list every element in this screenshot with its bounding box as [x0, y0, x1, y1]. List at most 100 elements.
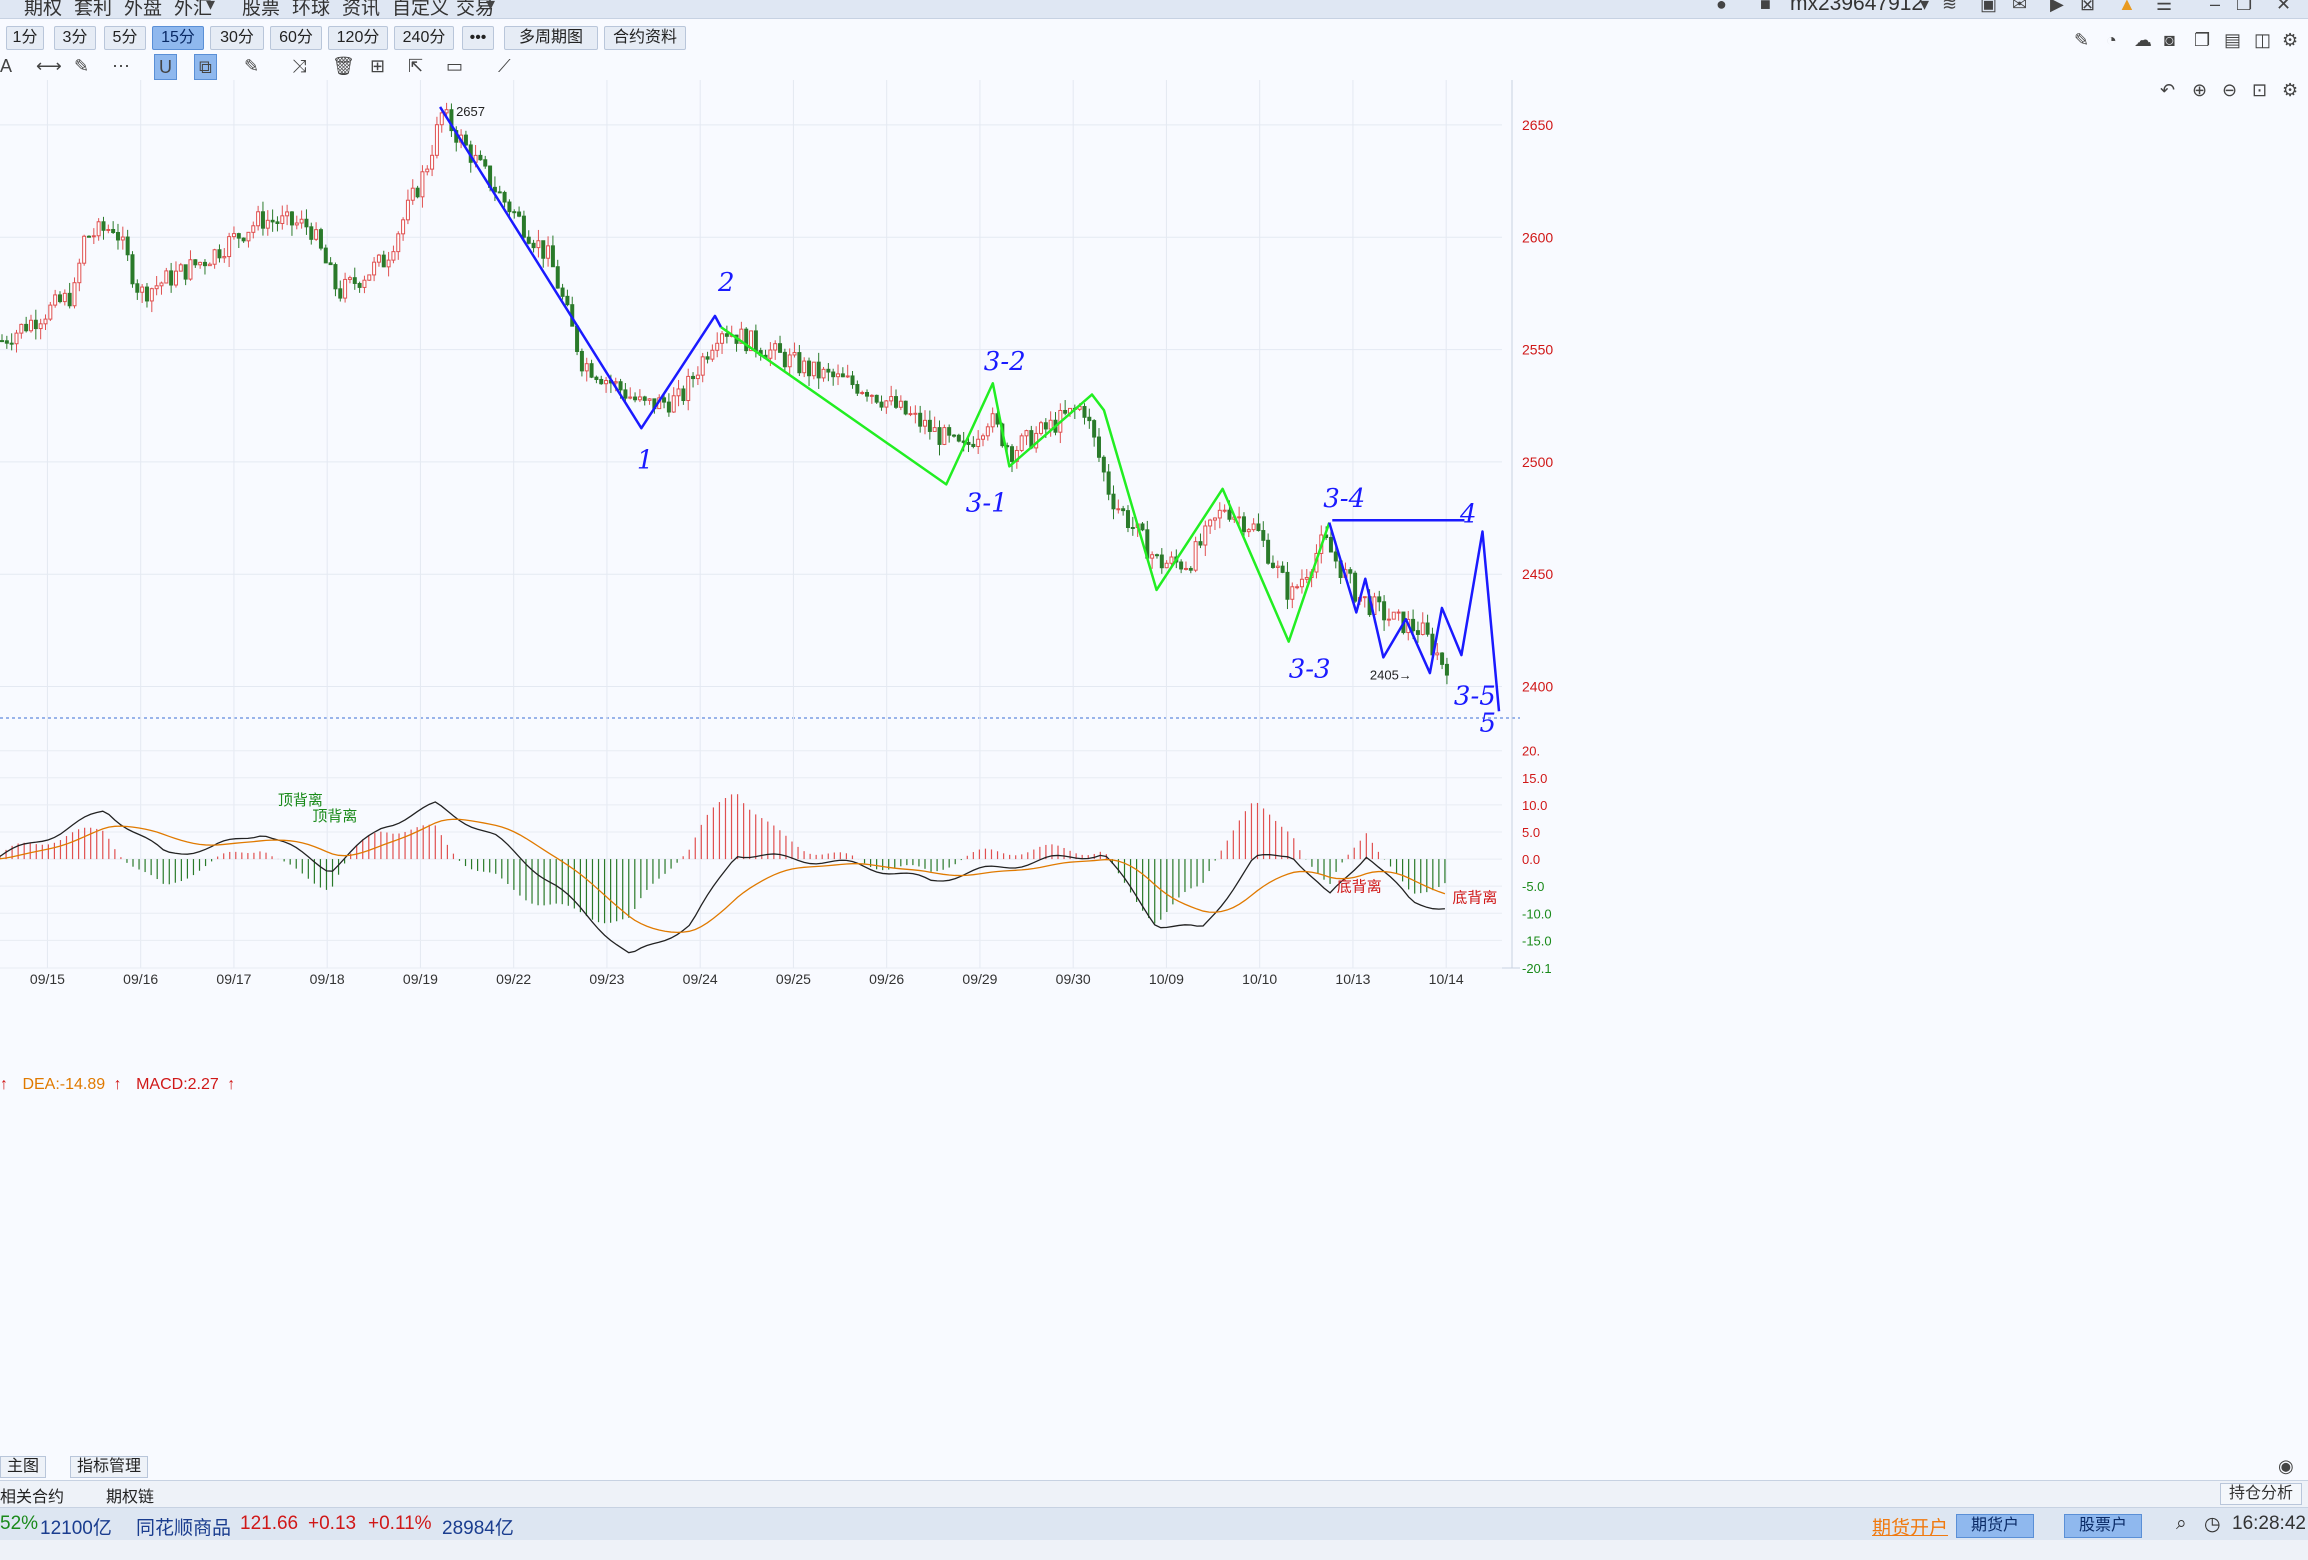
bell-icon[interactable]: ▲ — [2118, 0, 2136, 14]
indicator-management-tab[interactable]: 指标管理 — [70, 1456, 149, 1478]
candle-body — [149, 288, 154, 302]
wave-label: 1 — [637, 446, 654, 476]
period-3min[interactable]: 3分 — [54, 26, 96, 50]
candles — [0, 102, 1449, 685]
settings-icon[interactable]: ⚙ — [2282, 30, 2299, 50]
close-icon[interactable]: ✕ — [2276, 0, 2292, 14]
restore-icon[interactable]: ❐ — [2236, 0, 2253, 14]
candle-body — [1096, 436, 1101, 458]
candle-body — [628, 396, 633, 399]
close-box-icon[interactable]: ⊠ — [2080, 0, 2096, 14]
date-label: 10/09 — [1149, 971, 1184, 987]
price-tick-label: 2400 — [1522, 679, 1553, 695]
candle-body — [173, 270, 178, 286]
line-tool-icon[interactable]: ⟷ — [36, 56, 62, 76]
list-icon[interactable]: ☰ — [2156, 0, 2173, 14]
candle-body — [1415, 630, 1420, 635]
period-30min[interactable]: 30分 — [210, 26, 264, 50]
video-icon[interactable]: ▶ — [2050, 0, 2064, 14]
split-icon[interactable]: ◫ — [2254, 30, 2272, 50]
candle-body — [1411, 618, 1416, 632]
window-icon[interactable]: ▣ — [1980, 0, 1998, 14]
username[interactable]: mx239647912 — [1790, 0, 1924, 15]
zoom-in-icon[interactable]: ⊕ — [2192, 80, 2208, 100]
commodity-name[interactable]: 同花顺商品 — [136, 1518, 232, 1539]
candle-body — [1140, 523, 1145, 531]
pen-tool-icon[interactable]: ✎ — [74, 56, 90, 76]
layers-icon[interactable]: ≋ — [1942, 0, 1958, 14]
stock-account-button[interactable]: 股票户 — [2064, 1514, 2143, 1538]
brush-tool-icon[interactable]: ✎ — [244, 56, 260, 76]
layout-icon[interactable]: ▤ — [2224, 30, 2242, 50]
search-icon[interactable]: ⌕ — [2176, 1513, 2187, 1534]
undo-icon[interactable]: ↶ — [2160, 80, 2176, 100]
candle-body — [889, 396, 894, 402]
minimize-icon[interactable]: – — [2210, 0, 2221, 14]
menu-foreign-market[interactable]: 外盘 — [124, 0, 163, 19]
fit-icon[interactable]: ⊡ — [2252, 80, 2268, 100]
magnet-tool-icon[interactable]: U — [154, 54, 177, 80]
candle-body — [879, 401, 884, 408]
more-tools-icon[interactable]: ⋯ — [112, 56, 130, 76]
open-account-link[interactable]: 期货开户 — [1872, 1518, 1949, 1539]
robot-icon[interactable]: ● — [1716, 0, 1727, 14]
menu-news[interactable]: 资讯 — [342, 0, 381, 19]
period-5min[interactable]: 5分 — [104, 26, 146, 50]
cloud-icon[interactable]: ☁ — [2134, 30, 2152, 50]
period-60min[interactable]: 60分 — [270, 26, 322, 50]
candle-body — [1425, 622, 1430, 635]
candle-body — [372, 261, 377, 276]
more-periods-button[interactable]: ••• — [462, 26, 494, 50]
chart-settings-icon[interactable]: ⚙ — [2282, 80, 2299, 100]
wave-labels: 2657 2405→ 1 2 3-2 3-1 3-3 3-4 3-5 4 5 — [456, 104, 1496, 739]
comment-tool-icon[interactable]: ▭ — [446, 56, 464, 76]
zoom-out-icon[interactable]: ⊖ — [2222, 80, 2238, 100]
related-contracts-tab[interactable]: 相关合约 — [0, 1489, 65, 1506]
ruler-tool-icon[interactable]: ⟋ — [498, 56, 511, 76]
delete-tool-icon[interactable]: 🗑 — [332, 56, 355, 76]
forex-dropdown-icon[interactable]: ▾ — [206, 0, 216, 14]
edit-icon[interactable]: ✎ — [2074, 30, 2090, 50]
candle-body — [662, 397, 667, 403]
windows-icon[interactable]: ❐ — [2194, 30, 2211, 50]
grid — [0, 80, 1520, 969]
pin-icon[interactable]: ◉ — [2278, 1456, 2294, 1476]
grid-tool-icon[interactable]: ⊞ — [370, 56, 386, 76]
contract-info-button[interactable]: 合约资料 — [604, 26, 686, 50]
period-240min[interactable]: 240分 — [394, 26, 454, 50]
macd-value: MACD:2.27 — [136, 1076, 219, 1093]
position-analysis-button[interactable]: 持仓分析 — [2219, 1483, 2302, 1505]
menu-forex[interactable]: 外汇 — [174, 0, 213, 19]
text-tool-icon[interactable]: A — [0, 56, 13, 76]
alert-icon[interactable]: ◔ — [2106, 30, 2117, 50]
menu-custom[interactable]: 自定义 — [392, 0, 450, 19]
export-tool-icon[interactable]: ⇱ — [408, 56, 424, 76]
menu-arbitrage[interactable]: 套利 — [74, 0, 113, 19]
candle-body — [202, 261, 207, 267]
camera-icon[interactable]: ◙ — [2164, 30, 2175, 50]
menu-trade[interactable]: 交易 — [456, 0, 495, 19]
avatar-icon[interactable]: ■ — [1760, 0, 1771, 14]
copy-tool-icon[interactable]: ⧉ — [194, 54, 217, 80]
candle-body — [96, 221, 101, 237]
multi-period-button[interactable]: 多周期图 — [504, 26, 598, 50]
options-chain-tab[interactable]: 期权链 — [106, 1489, 155, 1506]
menu-stocks[interactable]: 股票 — [242, 0, 281, 19]
candle-body — [618, 381, 623, 391]
trade-dropdown-icon[interactable]: ▾ — [486, 0, 496, 14]
period-120min[interactable]: 120分 — [328, 26, 388, 50]
menu-global[interactable]: 环球 — [292, 0, 331, 19]
candle-body — [241, 237, 246, 242]
period-1min[interactable]: 1分 — [6, 26, 44, 50]
period-15min[interactable]: 15分 — [152, 26, 204, 50]
user-dropdown-icon[interactable]: ▾ — [1920, 0, 1930, 14]
candle-body — [430, 154, 435, 170]
main-chart-tab[interactable]: 主图 — [0, 1456, 47, 1478]
futures-account-button[interactable]: 期货户 — [1956, 1514, 2035, 1538]
candle-body — [1333, 551, 1338, 562]
menu-options[interactable]: 期权 — [24, 0, 63, 19]
mail-icon[interactable]: ✉ — [2012, 0, 2028, 14]
zigzag-tool-icon[interactable]: ⤨ — [292, 56, 307, 76]
